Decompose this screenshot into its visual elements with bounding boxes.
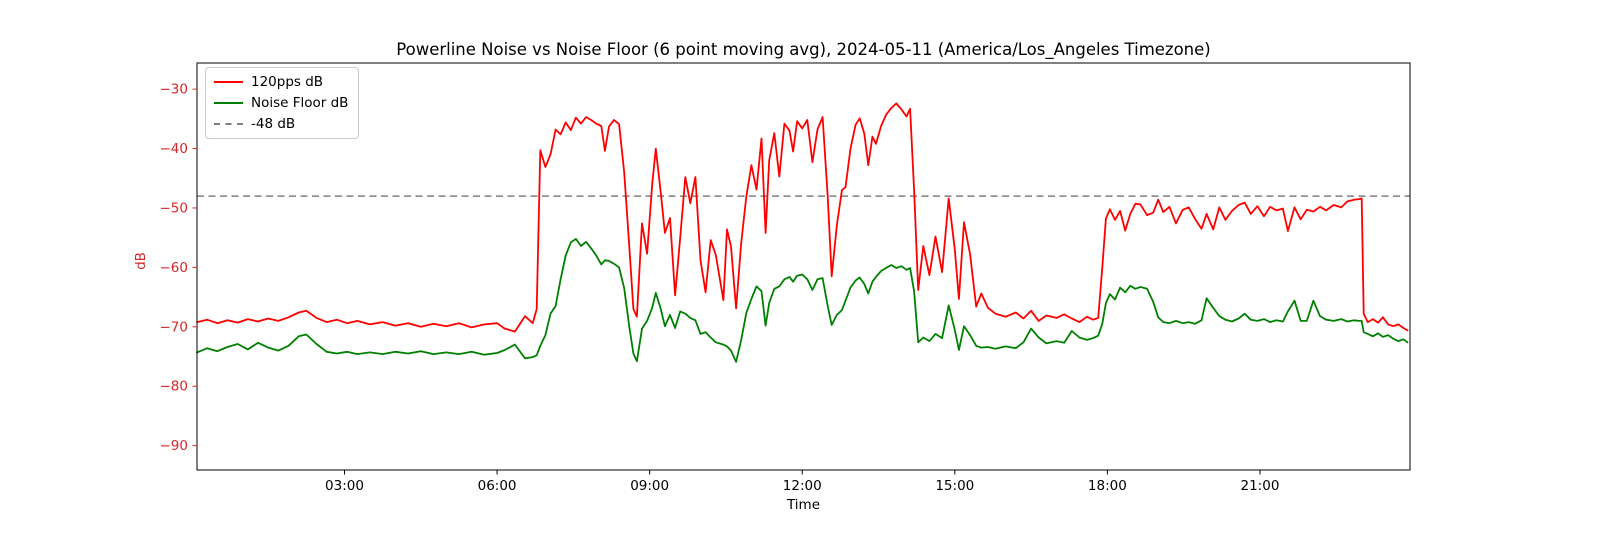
- green-series-line: [196, 237, 1409, 363]
- y-tick-label: −60: [160, 260, 189, 276]
- gray-dashed-line-swatch-icon: [214, 123, 243, 125]
- x-tick-label: 03:00: [325, 478, 364, 494]
- x-axis-label: Time: [786, 497, 821, 513]
- plot-border: [196, 62, 1411, 471]
- legend-label: 120pps dB: [251, 74, 324, 90]
- legend-item-threshold: -48 dB: [214, 116, 348, 132]
- x-tick-label: 18:00: [1088, 478, 1127, 494]
- y-tick-label: −40: [160, 141, 189, 157]
- y-tick-label: −50: [160, 200, 189, 216]
- y-tick-label: −80: [160, 379, 189, 395]
- x-tick-label: 09:00: [630, 478, 669, 494]
- x-tick-label: 21:00: [1241, 478, 1280, 494]
- legend-label: Noise Floor dB: [251, 95, 349, 111]
- legend-label: -48 dB: [251, 116, 296, 132]
- x-tick-label: 12:00: [783, 478, 822, 494]
- x-tick-label: 15:00: [935, 478, 974, 494]
- red-line-swatch-icon: [214, 81, 243, 83]
- y-tick-label: −30: [160, 82, 189, 98]
- legend: 120pps dB Noise Floor dB -48 dB: [205, 67, 360, 139]
- legend-item-120pps: 120pps dB: [214, 74, 348, 90]
- chart-title: Powerline Noise vs Noise Floor (6 point …: [396, 40, 1211, 59]
- green-line-swatch-icon: [214, 102, 243, 104]
- y-tick-label: −70: [160, 319, 189, 335]
- red-series-line: [196, 102, 1409, 333]
- legend-item-noise-floor: Noise Floor dB: [214, 95, 348, 111]
- y-tick-label: −90: [160, 438, 189, 454]
- x-tick-label: 06:00: [478, 478, 517, 494]
